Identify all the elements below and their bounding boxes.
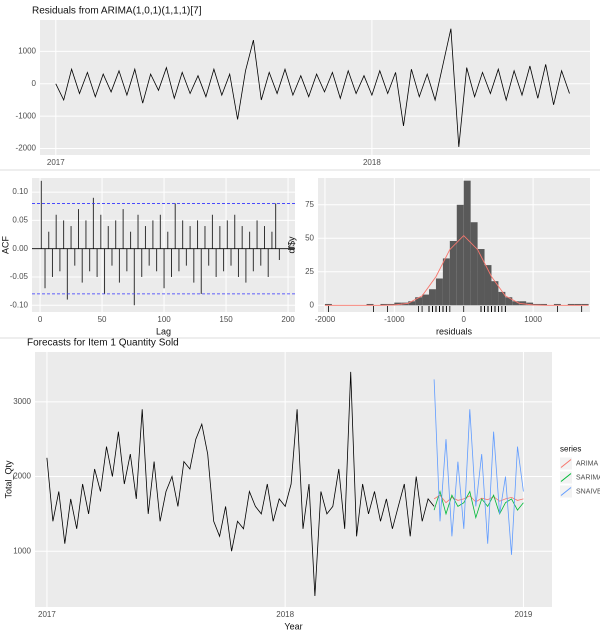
density-line: [324, 234, 589, 306]
histogram-bar: [435, 278, 443, 306]
y-axis-label: Total_Qty: [3, 460, 13, 499]
y-tick-label: -0.10: [10, 300, 29, 309]
x-tick-label: 1000: [524, 315, 542, 324]
x-tick-label: -1000: [384, 315, 405, 324]
forecast-line: [433, 490, 524, 520]
histogram-bar: [526, 302, 534, 306]
x-axis-label: Year: [284, 621, 302, 631]
histogram-bar: [449, 240, 457, 306]
histogram-bar: [470, 222, 478, 306]
histogram-bar: [553, 303, 561, 306]
forecast-line: [433, 379, 524, 555]
histogram-bar: [394, 302, 402, 306]
y-tick-label: 0.10: [12, 187, 28, 196]
histogram-bar: [574, 303, 582, 306]
legend-label: SNAIVE: [576, 488, 600, 495]
x-tick-label: 100: [157, 315, 171, 324]
y-tick-label: 75: [305, 200, 314, 209]
y-axis-label: df$y: [286, 236, 296, 254]
x-tick-label: 0: [38, 315, 43, 324]
histogram-bar: [380, 303, 388, 306]
histogram-bar: [484, 265, 492, 306]
histogram-bar: [429, 289, 436, 306]
y-tick-label: 0.05: [12, 216, 28, 225]
histogram-bar: [324, 303, 332, 306]
x-tick-label: 2018: [276, 610, 294, 619]
histogram-bar: [415, 297, 423, 306]
legend-label: SARIMA: [576, 474, 600, 481]
line: [55, 28, 570, 147]
chart-title: Residuals from ARIMA(1,0,1)(1,1,1)[7]: [32, 6, 202, 17]
histogram-bar: [422, 294, 430, 306]
line: [46, 371, 435, 597]
histogram-bar: [456, 204, 464, 306]
legend-label: ARIMA: [576, 460, 599, 467]
histogram-bar: [581, 303, 589, 306]
x-tick-label: 2019: [515, 610, 533, 619]
x-tick-label: 200: [281, 315, 295, 324]
y-axis-label: ACF: [0, 235, 10, 254]
chart-title: Forecasts for Item 1 Quantity Sold: [27, 338, 179, 349]
y-tick-label: 2000: [13, 472, 31, 481]
x-tick-label: 2018: [363, 158, 381, 167]
legend-swatch: [560, 459, 572, 468]
x-tick-label: 2017: [38, 610, 56, 619]
histogram-bar: [463, 180, 471, 306]
histogram-bar: [366, 303, 374, 306]
forecast-line: [433, 494, 524, 504]
panel: [32, 178, 295, 312]
y-tick-label: 3000: [13, 397, 31, 406]
y-tick-label: 0: [32, 79, 37, 88]
legend-title: series: [560, 445, 581, 454]
histogram-bar: [540, 303, 547, 306]
histogram-bar: [512, 301, 520, 306]
histogram-bar: [505, 297, 513, 306]
histogram-bar: [567, 303, 575, 306]
y-tick-label: 1000: [18, 47, 36, 56]
y-tick-label: 25: [305, 267, 314, 276]
x-tick-label: 50: [98, 315, 107, 324]
y-tick-label: 50: [305, 233, 314, 242]
y-tick-label: 0: [310, 300, 315, 309]
x-axis-label: Lag: [156, 326, 171, 336]
histogram-bar: [498, 291, 506, 306]
legend-swatch: [560, 487, 572, 496]
histogram-bar: [408, 301, 416, 306]
histogram-bar: [442, 258, 450, 306]
histogram-bar: [491, 281, 499, 306]
y-tick-label: -0.05: [10, 272, 29, 281]
panel: [35, 352, 552, 607]
panel: [40, 20, 590, 155]
x-tick-label: 150: [219, 315, 233, 324]
x-tick-label: 2017: [47, 158, 65, 167]
legend-swatch: [560, 473, 572, 482]
y-tick-label: 1000: [13, 546, 31, 555]
x-tick-label: 0: [461, 315, 466, 324]
y-tick-label: 0.00: [12, 244, 28, 253]
x-axis-label: residuals: [436, 326, 473, 336]
histogram-bar: [477, 249, 485, 306]
y-tick-label: -2000: [16, 144, 37, 153]
x-tick-label: -2000: [315, 315, 336, 324]
y-tick-label: -1000: [16, 111, 37, 120]
